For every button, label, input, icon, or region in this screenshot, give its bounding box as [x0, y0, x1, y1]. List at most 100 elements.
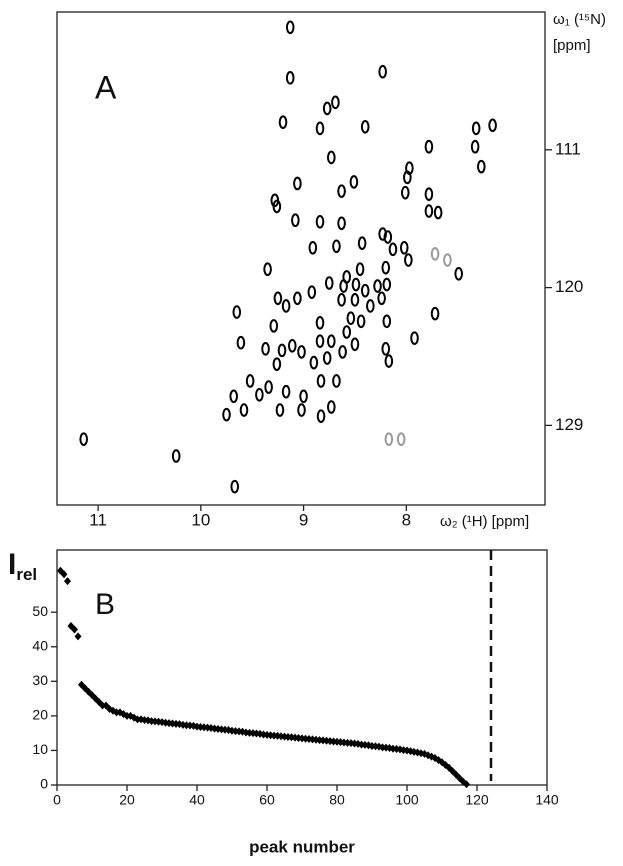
peak — [293, 291, 302, 306]
peak — [388, 242, 398, 257]
peak — [471, 121, 481, 136]
peak — [349, 175, 359, 189]
peak — [277, 343, 287, 358]
peak — [339, 279, 348, 293]
plot-frame — [56, 549, 548, 786]
peak — [327, 334, 336, 348]
peak — [327, 400, 336, 414]
peak — [337, 184, 346, 198]
peak — [269, 319, 279, 333]
peak — [315, 214, 325, 229]
x-tick-label: 8 — [402, 510, 411, 529]
data-point — [60, 570, 68, 579]
peak — [287, 338, 297, 353]
peak — [324, 276, 334, 290]
peak — [327, 150, 336, 165]
peak — [275, 403, 285, 417]
peak — [342, 325, 352, 339]
peak — [273, 291, 283, 306]
peak — [433, 205, 443, 220]
peak — [285, 71, 295, 85]
x-tick-label: 10 — [191, 510, 210, 529]
peak — [381, 342, 391, 356]
peak — [79, 432, 89, 446]
peak — [383, 230, 393, 244]
peak — [332, 239, 341, 254]
peak — [272, 357, 282, 371]
data-point — [71, 625, 78, 634]
peak — [424, 204, 434, 218]
x-axis-label: ω₂ (¹H) [ppm] — [440, 513, 529, 530]
panel-label: A — [95, 69, 117, 105]
peak — [316, 374, 326, 388]
data-point — [74, 632, 82, 641]
peak — [400, 185, 410, 200]
peak — [281, 384, 291, 399]
y-tick-label: 10 — [32, 741, 48, 757]
peak — [384, 354, 394, 368]
peak — [255, 387, 264, 402]
peak — [488, 118, 497, 133]
data-point — [463, 780, 470, 789]
peak — [315, 121, 325, 136]
peak — [382, 314, 392, 329]
peak — [281, 299, 291, 313]
peak — [222, 407, 231, 422]
peak — [232, 305, 242, 319]
peak — [430, 247, 440, 261]
x-tick-label: 80 — [329, 792, 345, 808]
x-tick-label: 140 — [535, 792, 559, 808]
peak — [261, 342, 270, 356]
peak — [384, 432, 394, 446]
peak — [399, 240, 409, 255]
peak — [360, 120, 370, 134]
y-tick-label: 20 — [32, 707, 48, 723]
peak — [477, 159, 486, 174]
peak — [230, 479, 240, 494]
plot-frame — [56, 11, 546, 506]
peak — [229, 389, 239, 404]
peak — [293, 176, 302, 191]
peak — [381, 260, 391, 275]
peak — [373, 279, 382, 293]
peak — [316, 409, 326, 423]
peak — [443, 253, 452, 267]
peak — [272, 199, 282, 214]
y-tick-label: 50 — [32, 603, 48, 619]
peak — [309, 355, 319, 370]
peak — [410, 331, 419, 345]
peak — [351, 277, 361, 292]
y-axis-label: Irel — [8, 548, 37, 585]
peak — [297, 403, 306, 417]
y-tick-label: 30 — [32, 672, 48, 688]
peak — [403, 170, 412, 185]
y-axis-label: [ppm] — [553, 37, 591, 54]
peak — [346, 311, 356, 326]
peak — [263, 262, 272, 277]
peak — [378, 64, 387, 79]
peak — [308, 240, 318, 255]
peak — [307, 285, 317, 299]
peak — [245, 374, 255, 388]
peak — [315, 316, 325, 330]
peak — [331, 95, 340, 110]
y-tick-label: 0 — [40, 776, 48, 792]
peak — [355, 262, 365, 277]
x-tick-label: 40 — [189, 792, 205, 808]
peak — [337, 216, 346, 231]
peak — [171, 449, 181, 463]
peak — [338, 345, 347, 359]
y-tick-label: 129 — [555, 415, 583, 434]
peak — [315, 334, 325, 348]
peak — [396, 432, 406, 446]
peak — [297, 345, 306, 359]
peak — [264, 380, 273, 394]
peak — [377, 291, 386, 306]
y-tick-label: 111 — [555, 139, 581, 158]
peak — [322, 351, 332, 365]
peak — [278, 115, 288, 130]
peak — [454, 267, 464, 281]
peak — [332, 374, 341, 388]
